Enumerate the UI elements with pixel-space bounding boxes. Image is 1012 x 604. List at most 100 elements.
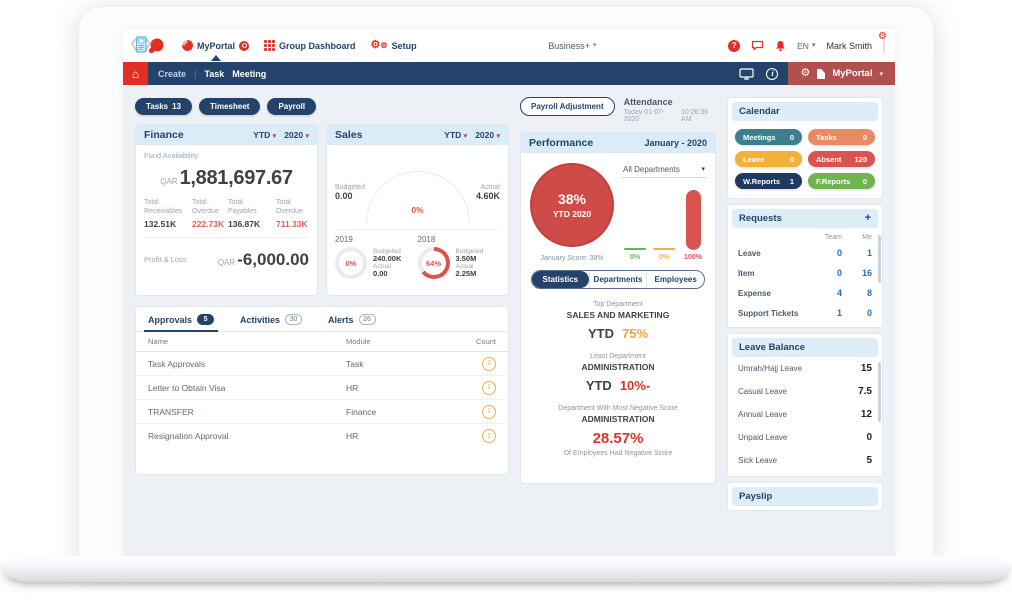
performance-period: January - 2020: [644, 138, 707, 148]
chevron-down-icon: ▾: [593, 42, 597, 49]
top-department-stat: Top Department SALES AND MARKETING YTD 75…: [566, 301, 670, 341]
main-nav-bar: ⌂ Create | Task Meeting i ⚙ MyPortal ▾: [123, 62, 895, 85]
table-row[interactable]: Resignation Approval HR 1: [136, 424, 508, 448]
calendar-title: Calendar: [739, 106, 780, 117]
list-item[interactable]: Leave 0 1: [738, 248, 872, 258]
business-plus-dropdown[interactable]: Business+ ▾: [548, 41, 596, 51]
scrollbar-thumb[interactable]: [878, 362, 881, 422]
calendar-pill-meetings[interactable]: Meetings 0: [735, 129, 802, 145]
attendance-time: 10:26:36 AM: [680, 109, 709, 123]
grid-icon: [264, 40, 276, 51]
list-item[interactable]: Sick Leave 5: [738, 455, 872, 466]
finance-year-dropdown[interactable]: 2020 ▾: [284, 130, 309, 140]
portal-switcher[interactable]: ⚙ MyPortal ▾: [788, 62, 895, 85]
actual-stat: Actual 4.60K: [475, 184, 500, 201]
content-area: Tasks 13 Timesheet Payroll Finance: [123, 85, 895, 558]
bar-labels: 0% 0% 100%: [629, 254, 702, 261]
tab-approvals[interactable]: Approvals 5: [143, 314, 219, 332]
approvals-card: Approvals 5 Activities 30 Alerts 26: [135, 306, 509, 475]
list-item[interactable]: Annual Leave 12: [738, 409, 872, 420]
payslip-section[interactable]: Payslip: [727, 482, 883, 511]
payroll-button[interactable]: Payroll: [267, 97, 317, 115]
brand-logo-icon: [131, 35, 164, 53]
business-plus-label: Business+: [548, 40, 590, 51]
sales-card: Sales YTD ▾ 2020 ▾ 0% Budgete: [326, 124, 509, 296]
payroll-adjustment-button[interactable]: Payroll Adjustment: [520, 97, 615, 116]
sales-year-dropdown[interactable]: 2020 ▾: [475, 130, 500, 140]
gauge-percent: 0%: [411, 205, 424, 215]
add-request-button[interactable]: +: [864, 212, 871, 224]
bar-red: [685, 190, 701, 250]
count-badge: 1: [482, 429, 496, 443]
activities-count-badge: 30: [285, 314, 303, 325]
tasks-count: 13: [172, 101, 181, 111]
sales-card-title: Sales: [335, 129, 363, 141]
bell-icon[interactable]: [775, 40, 786, 52]
tab-alerts[interactable]: Alerts 26: [328, 314, 376, 331]
tab-activities[interactable]: Activities 30: [240, 314, 303, 331]
list-item[interactable]: Support Tickets 1 0: [738, 308, 872, 318]
timesheet-button-label: Timesheet: [210, 101, 250, 111]
score-circle: 38% YTD 2020: [530, 163, 614, 247]
top-icons: ? EN ▾ Mark Smith ⚙: [728, 31, 887, 55]
finance-stat: Total Receivables 132.51K: [144, 199, 183, 229]
avatar: [882, 35, 885, 55]
budgeted-stat: Budgeted 0.00: [335, 184, 365, 201]
brand-logo[interactable]: [131, 35, 165, 57]
avatar-gear-icon[interactable]: ⚙: [878, 30, 887, 42]
home-button[interactable]: ⌂: [123, 62, 148, 85]
tasks-button[interactable]: Tasks 13: [135, 97, 192, 115]
right-sidebar: Calendar Meetings 0 Tasks 0 Leave 0 Absent 1…: [727, 97, 883, 558]
nav-myportal[interactable]: MyPortal: [182, 40, 250, 61]
table-row[interactable]: Letter to Obtain Visa HR 1: [136, 376, 508, 400]
language-dropdown[interactable]: EN ▾: [797, 41, 815, 51]
attendance-title: Attendance: [623, 97, 673, 107]
nav-meeting[interactable]: Meeting: [232, 68, 267, 79]
department-filter-dropdown[interactable]: All Departments ▾: [621, 163, 707, 178]
nav-task[interactable]: Task: [204, 68, 225, 79]
nav-setup[interactable]: ⚙⚙ Setup: [371, 40, 417, 51]
sales-year-2019: 2019 0% Budgeted 240.00K Actual 0.00: [335, 235, 402, 279]
help-icon[interactable]: ?: [728, 39, 741, 52]
list-item[interactable]: Item 0 16: [738, 268, 872, 278]
calendar-pill-absent[interactable]: Absent 120: [808, 151, 875, 167]
tab-statistics[interactable]: Statistics: [532, 271, 589, 288]
nav-group-dashboard-label: Group Dashboard: [279, 40, 356, 51]
timesheet-button[interactable]: Timesheet: [199, 97, 261, 115]
calendar-pill-freports[interactable]: F.Reports 0: [808, 173, 875, 189]
calendar-pill-wreports[interactable]: W.Reports 1: [735, 173, 802, 189]
list-item[interactable]: Casual Leave 7.5: [738, 386, 872, 397]
calendar-pill-leave[interactable]: Leave 0: [735, 151, 802, 167]
gear-icon[interactable]: ⚙: [800, 67, 811, 79]
list-item[interactable]: Expense 4 8: [738, 288, 872, 298]
nav-myportal-label: MyPortal: [197, 40, 236, 51]
tab-departments[interactable]: Departments: [588, 271, 647, 288]
nav-group-dashboard[interactable]: Group Dashboard: [264, 40, 356, 51]
performance-card: Performance January - 2020 38% YTD 2020 …: [520, 132, 716, 484]
attendance-widget: Attendance Today 01-07-2020 10:26:36 AM: [624, 97, 716, 123]
language-label: EN: [797, 40, 809, 51]
finance-card: Finance YTD ▾ 2020 ▾ Fund Availability Q…: [135, 124, 318, 296]
app-window: MyPortal Group Dashboard ⚙⚙ Setup Busine…: [123, 29, 895, 558]
chat-icon[interactable]: [751, 40, 764, 51]
calendar-pill-tasks[interactable]: Tasks 0: [808, 129, 875, 145]
sales-period-dropdown[interactable]: YTD ▾: [444, 130, 468, 140]
list-item[interactable]: Umrah/Hajj Leave 15: [738, 363, 872, 374]
create-menu[interactable]: Create: [158, 68, 187, 79]
profit-loss-value: -6,000.00: [237, 249, 309, 269]
scrollbar-thumb[interactable]: [878, 235, 881, 283]
requests-columns: Team Me: [824, 234, 872, 241]
table-row[interactable]: TRANSFER Finance 1: [136, 400, 508, 424]
table-row[interactable]: Task Approvals Task 2: [136, 352, 508, 376]
calendar-section: Calendar Meetings 0 Tasks 0 Leave 0 Absent 1…: [727, 97, 883, 199]
portal-switcher-label: MyPortal: [832, 68, 873, 79]
finance-period-dropdown[interactable]: YTD ▾: [253, 130, 277, 140]
info-icon[interactable]: i: [766, 67, 779, 80]
gauge-arc: [365, 171, 470, 223]
document-icon[interactable]: [817, 68, 826, 79]
monitor-icon[interactable]: [739, 67, 755, 80]
list-item[interactable]: Unpaid Leave 0: [738, 432, 872, 443]
tab-employees[interactable]: Employees: [646, 271, 704, 288]
user-avatar[interactable]: ⚙: [878, 31, 887, 55]
top-bar: MyPortal Group Dashboard ⚙⚙ Setup Busine…: [123, 29, 895, 62]
